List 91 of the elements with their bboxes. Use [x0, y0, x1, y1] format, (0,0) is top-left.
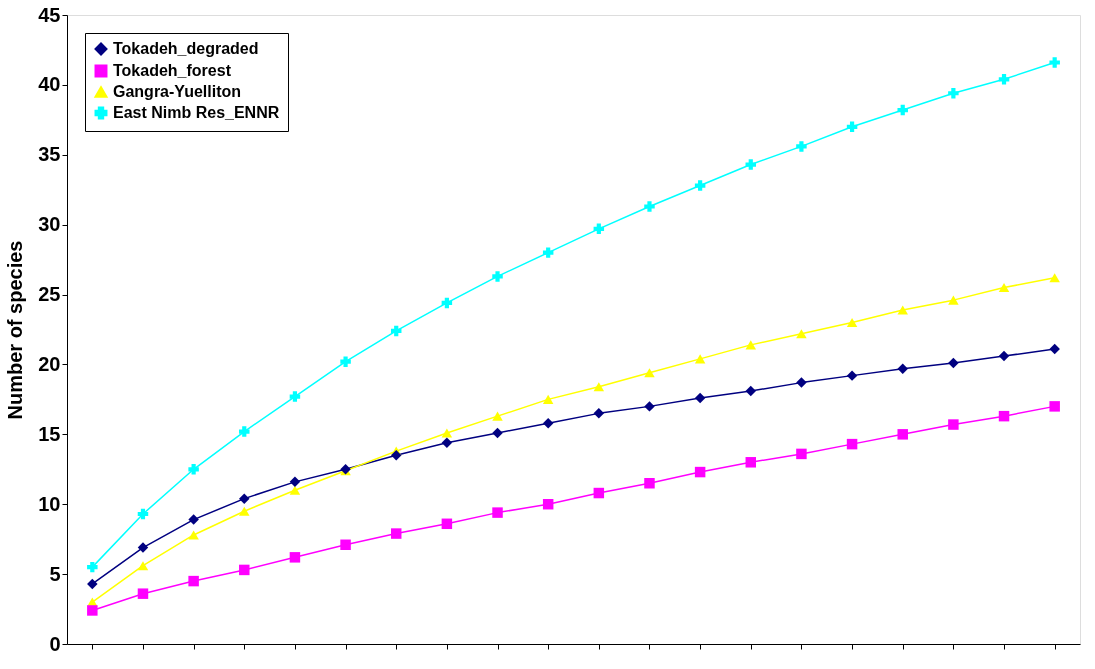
y-tick-label: 25: [38, 283, 61, 306]
point: [390, 528, 402, 539]
point: [796, 141, 807, 152]
y-tick-label: 40: [38, 73, 61, 96]
point: [846, 370, 858, 381]
point: [897, 305, 908, 315]
y-tick-label: 5: [49, 562, 61, 585]
y-tick-label: 35: [38, 143, 61, 166]
point: [441, 437, 453, 448]
point: [188, 514, 199, 525]
point: [694, 354, 706, 364]
point: [846, 121, 858, 133]
point: [137, 588, 149, 599]
point: [948, 357, 959, 369]
point: [390, 325, 402, 337]
point: [289, 476, 301, 488]
point: [137, 542, 149, 553]
y-tick-label: 30: [38, 213, 61, 236]
point: [998, 283, 1010, 293]
point: [948, 88, 959, 99]
point: [289, 485, 301, 495]
point: [542, 498, 554, 510]
point: [593, 223, 605, 235]
point: [492, 507, 503, 518]
point: [289, 391, 301, 402]
point: [796, 377, 807, 388]
point: [694, 466, 706, 478]
point: [492, 427, 503, 439]
y-tick-label: 0: [49, 632, 61, 655]
point: [87, 578, 98, 590]
point: [998, 350, 1010, 362]
point: [593, 382, 605, 392]
point: [644, 368, 655, 378]
point: [644, 201, 655, 212]
point: [542, 247, 554, 258]
point: [492, 411, 503, 421]
point: [897, 363, 908, 374]
point: [593, 487, 605, 499]
point: [441, 297, 453, 309]
point: [340, 539, 351, 550]
point: [897, 429, 908, 440]
point: [239, 426, 250, 437]
point: [1049, 273, 1060, 283]
legend-label: East Nimb Res_ENNR: [113, 104, 280, 121]
point: [87, 561, 98, 573]
point: [137, 508, 149, 520]
point: [745, 457, 757, 468]
y-tick-label: 10: [38, 492, 61, 515]
legend-label: Tokadeh_degraded: [113, 40, 259, 57]
point: [340, 356, 351, 367]
point: [694, 392, 706, 404]
y-axis-title: Number of species: [4, 240, 27, 420]
point: [441, 428, 453, 438]
point: [745, 385, 757, 397]
point: [897, 104, 908, 116]
point: [745, 159, 757, 170]
point: [644, 401, 655, 412]
y-tick-label: 15: [38, 422, 61, 445]
point: [188, 464, 199, 475]
point: [846, 317, 858, 328]
point: [137, 561, 149, 571]
y-tick-label: 45: [38, 3, 61, 26]
legend-label: Tokadeh_forest: [113, 62, 232, 79]
point: [390, 450, 402, 461]
y-tick-label: 20: [38, 352, 61, 375]
point: [998, 74, 1010, 85]
point: [188, 575, 199, 587]
point: [745, 340, 757, 350]
point: [492, 271, 503, 282]
point: [694, 180, 706, 191]
point: [542, 417, 554, 429]
point: [542, 394, 554, 404]
point: [846, 438, 858, 450]
point: [1049, 57, 1060, 68]
point: [239, 506, 250, 516]
point: [796, 329, 807, 339]
point: [289, 552, 301, 563]
point: [87, 605, 98, 616]
point: [1049, 343, 1060, 355]
point: [1049, 401, 1060, 412]
point: [441, 518, 453, 530]
legend-label: Gangra-Yuelliton: [113, 83, 242, 100]
point: [644, 478, 655, 489]
point: [239, 564, 250, 576]
point: [593, 408, 605, 419]
point: [239, 493, 250, 504]
point: [188, 530, 199, 540]
point: [998, 410, 1010, 422]
point: [948, 419, 959, 430]
point: [796, 448, 807, 460]
point: [948, 295, 959, 305]
